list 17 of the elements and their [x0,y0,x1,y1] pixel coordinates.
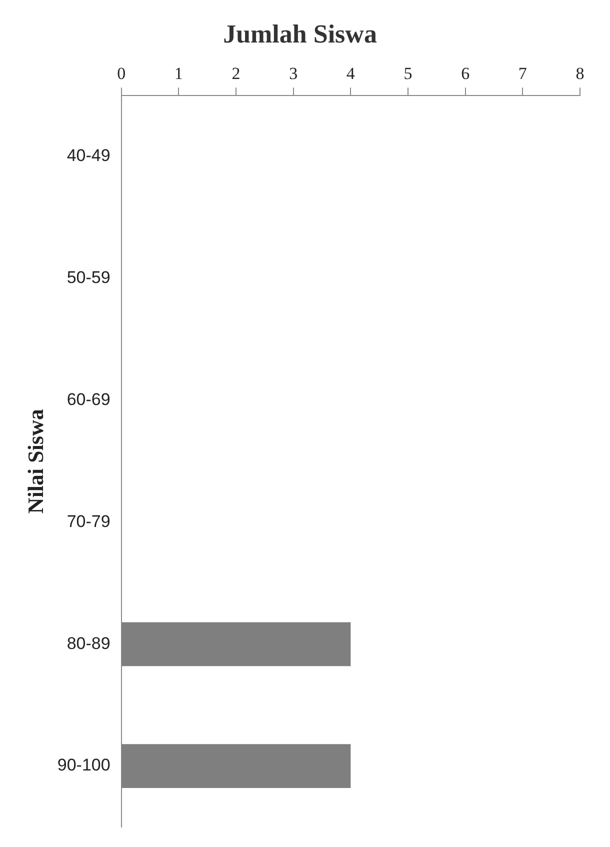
x-tick-label: 5 [404,64,412,83]
y-tick-label: 60-69 [66,390,110,410]
y-tick-label: 80-89 [66,634,110,653]
y-axis-title: Nilai Siswa [22,409,48,514]
x-tick-label: 6 [461,64,470,83]
y-tick-label: 40-49 [66,146,110,166]
x-tick-label: 8 [576,64,584,83]
x-tick-label: 7 [518,64,528,83]
y-tick-label: 50-59 [66,268,110,288]
chart-title: Jumlah Siswa [223,19,377,48]
y-tick-label: 70-79 [66,512,110,531]
x-tick-label: 4 [346,64,356,83]
x-tick-label: 1 [174,64,183,83]
y-tick-label: 90-100 [57,756,110,775]
x-tick-label: 3 [289,64,298,83]
x-tick-label: 0 [117,64,126,83]
x-tick-label: 2 [232,64,240,83]
